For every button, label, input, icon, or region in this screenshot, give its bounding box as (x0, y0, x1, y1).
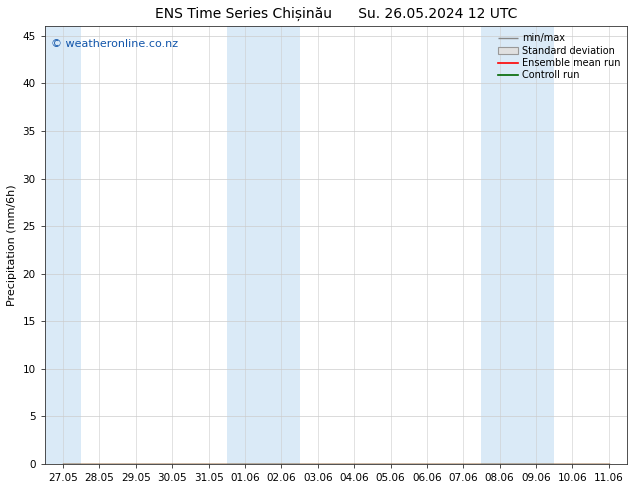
Y-axis label: Precipitation (mm/6h): Precipitation (mm/6h) (7, 184, 17, 306)
Bar (45, 26, 81, 464)
Text: © weatheronline.co.nz: © weatheronline.co.nz (51, 39, 178, 49)
Legend: min/max, Standard deviation, Ensemble mean run, Controll run: min/max, Standard deviation, Ensemble me… (495, 29, 624, 84)
Title: ENS Time Series Chișinău      Su. 26.05.2024 12 UTC: ENS Time Series Chișinău Su. 26.05.2024 … (155, 7, 517, 21)
Bar (481, 26, 554, 464)
Bar (227, 26, 299, 464)
